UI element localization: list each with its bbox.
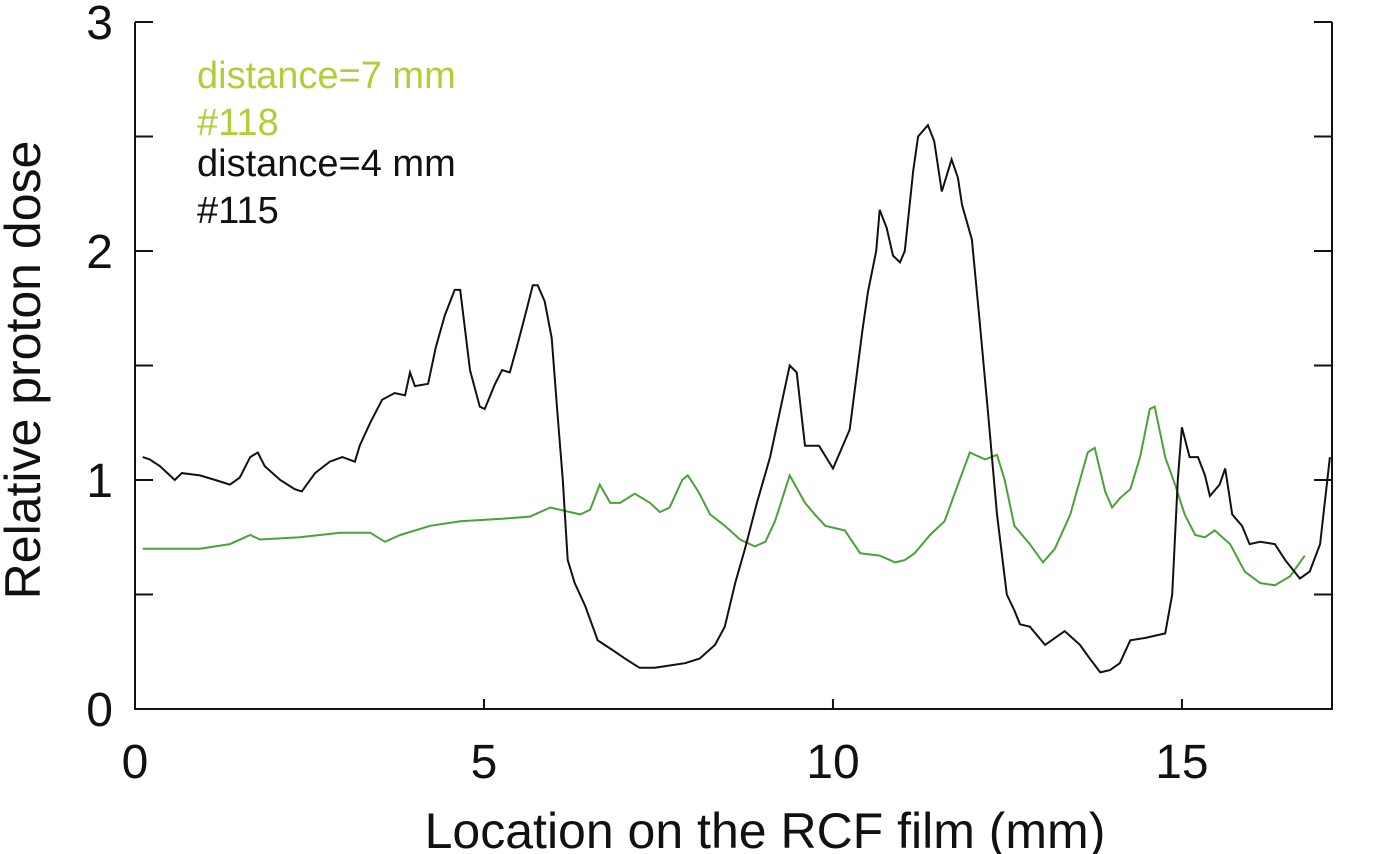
y-tick-label: 0	[86, 684, 113, 737]
legend-sample: #115	[197, 190, 279, 232]
y-tick-label: 1	[86, 455, 113, 508]
y-axis-label: Relative proton dose	[0, 141, 51, 600]
data-line	[142, 123, 1331, 674]
x-axis-label: Location on the RCF film (mm)	[425, 803, 1106, 854]
data-line	[142, 405, 1306, 587]
legend-label: distance=7 mm	[197, 55, 456, 97]
legend-label: distance=4 mm	[197, 143, 456, 185]
y-tick-label: 2	[86, 226, 113, 279]
x-tick-label: 5	[471, 736, 498, 789]
legend-sample: #118	[197, 102, 279, 144]
axis-frame	[134, 22, 1333, 710]
x-tick-label: 0	[122, 736, 149, 789]
x-tick-label: 10	[806, 736, 859, 789]
x-tick-label: 15	[1155, 736, 1208, 789]
y-tick-label: 3	[86, 0, 113, 50]
